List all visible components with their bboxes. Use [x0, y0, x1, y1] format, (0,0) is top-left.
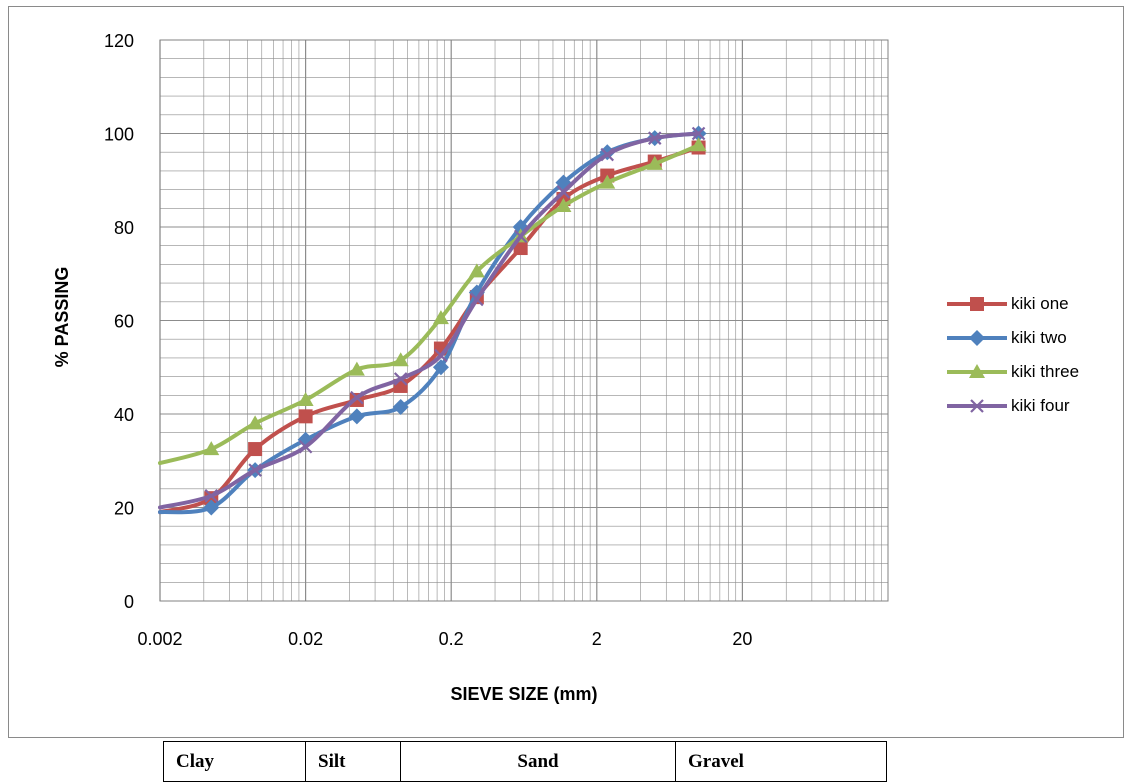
data-point-kiki-four [248, 463, 262, 477]
data-point-kiki-three [468, 263, 485, 278]
data-point-kiki-four [691, 126, 706, 141]
data-point-kiki-four [470, 292, 484, 307]
y-tick-label: 20 [114, 499, 134, 519]
data-point-kiki-four [647, 131, 662, 145]
legend-label-kiki-four: kiki four [1011, 396, 1070, 415]
legend-marker [970, 297, 984, 311]
legend-item-kiki-three: kiki three [945, 355, 1115, 389]
data-point-kiki-three [247, 415, 264, 430]
y-tick-label: 100 [104, 125, 134, 145]
series-kiki-four [158, 126, 706, 510]
series-line-kiki-three [158, 143, 701, 466]
grain-size-chart: 0 20 40 60 80 100 120 0.002 0.02 0.2 2 20 SIEVE SI… [52, 31, 889, 704]
data-point-kiki-four [393, 372, 408, 386]
soil-class-sand: Sand [400, 741, 676, 782]
legend: kiki one kiki two kiki three kiki four [945, 287, 1115, 423]
data-point-kiki-three [599, 174, 616, 189]
data-point-kiki-four [204, 489, 219, 503]
legend-label-kiki-three: kiki three [1011, 362, 1080, 381]
legend-swatch-kiki-three [947, 364, 1007, 378]
legend-swatch-kiki-four [947, 399, 1007, 413]
x-axis-title: SIEVE SIZE (mm) [450, 684, 597, 704]
x-tick-label: 2 [592, 629, 602, 649]
series-layer [158, 125, 707, 516]
legend-swatch-kiki-two [947, 330, 1007, 346]
data-point-kiki-three [348, 361, 365, 376]
data-point-kiki-three [203, 441, 220, 456]
soil-classification-table: Clay Silt Sand Gravel [163, 741, 887, 782]
legend-swatch-kiki-one [947, 297, 1007, 311]
legend-label-kiki-two: kiki two [1011, 328, 1067, 347]
data-point-kiki-three [297, 391, 314, 406]
x-axis-ticks: 0.002 0.02 0.2 2 20 [137, 629, 752, 649]
data-point-kiki-two [203, 499, 220, 516]
legend-marker [969, 330, 985, 346]
y-tick-label: 0 [124, 592, 134, 612]
soil-classification-row: Clay Silt Sand Gravel [163, 741, 887, 782]
x-tick-label: 0.2 [439, 629, 464, 649]
data-point-kiki-three [392, 352, 409, 367]
soil-class-gravel: Gravel [675, 741, 887, 782]
data-point-kiki-three [555, 197, 572, 212]
legend-item-kiki-four: kiki four [945, 389, 1115, 423]
data-point-kiki-four [350, 390, 364, 405]
gridlines [159, 39, 888, 602]
x-tick-label: 20 [732, 629, 752, 649]
soil-class-silt: Silt [305, 741, 401, 782]
y-tick-label: 120 [104, 31, 134, 51]
x-tick-label: 0.02 [288, 629, 323, 649]
legend-item-kiki-two: kiki two [945, 321, 1115, 355]
data-point-kiki-four [513, 229, 528, 244]
series-line-kiki-two [158, 131, 701, 515]
data-point-kiki-three [432, 310, 449, 325]
data-point-kiki-four [556, 185, 571, 199]
data-point-kiki-three [690, 137, 707, 152]
data-point-kiki-one [248, 442, 263, 457]
data-point-kiki-two [348, 408, 365, 425]
y-tick-label: 40 [114, 405, 134, 425]
legend-marker [969, 364, 985, 378]
data-point-kiki-two [392, 398, 409, 415]
data-point-kiki-one [513, 241, 528, 256]
data-point-kiki-four [434, 348, 448, 363]
data-point-kiki-two [432, 359, 449, 376]
y-tick-label: 60 [114, 312, 134, 332]
y-axis-ticks: 0 20 40 60 80 100 120 [104, 31, 134, 612]
soil-class-clay: Clay [163, 741, 306, 782]
y-tick-label: 80 [114, 218, 134, 238]
legend-marker [970, 399, 984, 413]
legend-item-kiki-one: kiki one [945, 287, 1115, 321]
series-kiki-three [158, 137, 707, 466]
data-point-kiki-four [298, 439, 313, 454]
data-point-kiki-three [646, 155, 663, 170]
data-point-kiki-four [600, 147, 615, 162]
data-point-kiki-one [298, 409, 313, 424]
legend-label-kiki-one: kiki one [1011, 294, 1069, 313]
x-tick-label: 0.002 [137, 629, 182, 649]
plot-area-border [159, 39, 889, 602]
chart-frame [8, 6, 1124, 738]
y-axis-title: % PASSING [52, 267, 72, 368]
